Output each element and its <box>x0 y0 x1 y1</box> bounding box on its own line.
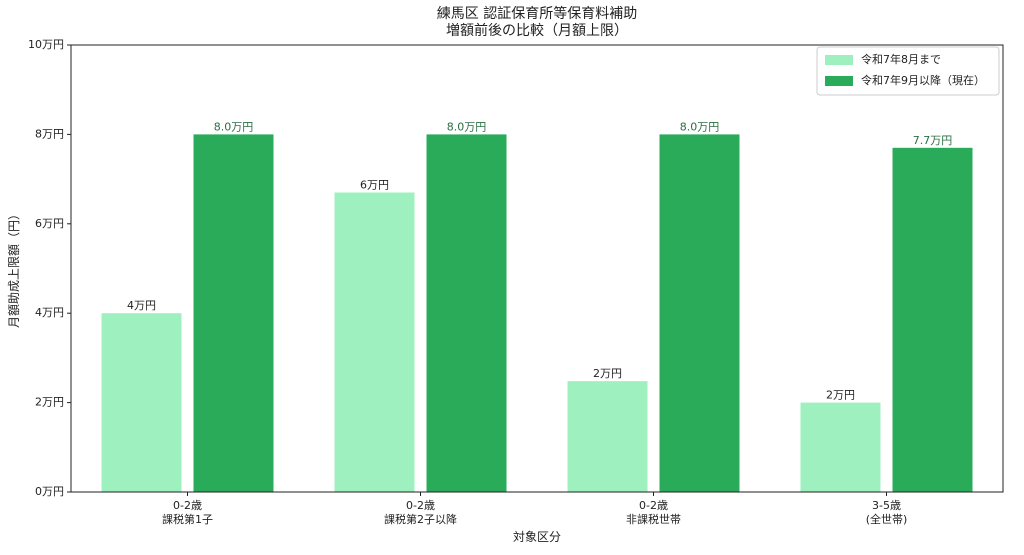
value-label: 8.0万円 <box>214 120 254 133</box>
y-tick-label: 8万円 <box>35 127 64 140</box>
legend-swatch <box>825 55 853 65</box>
y-tick-label: 4万円 <box>35 306 64 319</box>
x-tick-label: 0-2歳 非課税世帯 <box>626 499 681 526</box>
y-tick-label: 6万円 <box>35 217 64 230</box>
value-label: 2万円 <box>593 367 622 380</box>
value-label: 8.0万円 <box>447 120 487 133</box>
bar <box>334 192 415 492</box>
value-label: 4万円 <box>127 299 156 312</box>
x-tick-label: 3-5歳 (全世帯) <box>865 499 908 526</box>
bar <box>800 402 881 492</box>
bar <box>426 134 507 492</box>
x-tick-label: 0-2歳 課税第2子以降 <box>384 499 457 526</box>
chart-title: 練馬区 認証保育所等保育料補助 増額前後の比較（月額上限） <box>436 6 638 39</box>
bar <box>193 134 274 492</box>
bar <box>659 134 740 492</box>
bar <box>567 381 648 492</box>
legend-label: 令和7年8月まで <box>861 52 941 66</box>
plot-frame <box>70 44 1004 493</box>
x-axis-label: 対象区分 <box>512 530 562 544</box>
value-label: 6万円 <box>360 179 389 192</box>
value-label: 8.0万円 <box>680 120 720 133</box>
legend-label: 令和7年9月以降（現在） <box>861 73 985 87</box>
bar <box>101 313 182 492</box>
x-tick-label: 0-2歳 課税第1子 <box>162 499 213 526</box>
y-tick-label: 10万円 <box>28 38 64 51</box>
legend-swatch <box>825 76 853 86</box>
y-tick-label: 2万円 <box>35 396 64 409</box>
y-tick-label: 0万円 <box>35 485 64 498</box>
legend-box <box>816 46 1000 96</box>
y-axis-label: 月額助成上限額（円） <box>7 207 21 329</box>
value-label: 7.7万円 <box>913 134 953 147</box>
value-label: 2万円 <box>826 389 855 402</box>
bar <box>892 147 973 492</box>
